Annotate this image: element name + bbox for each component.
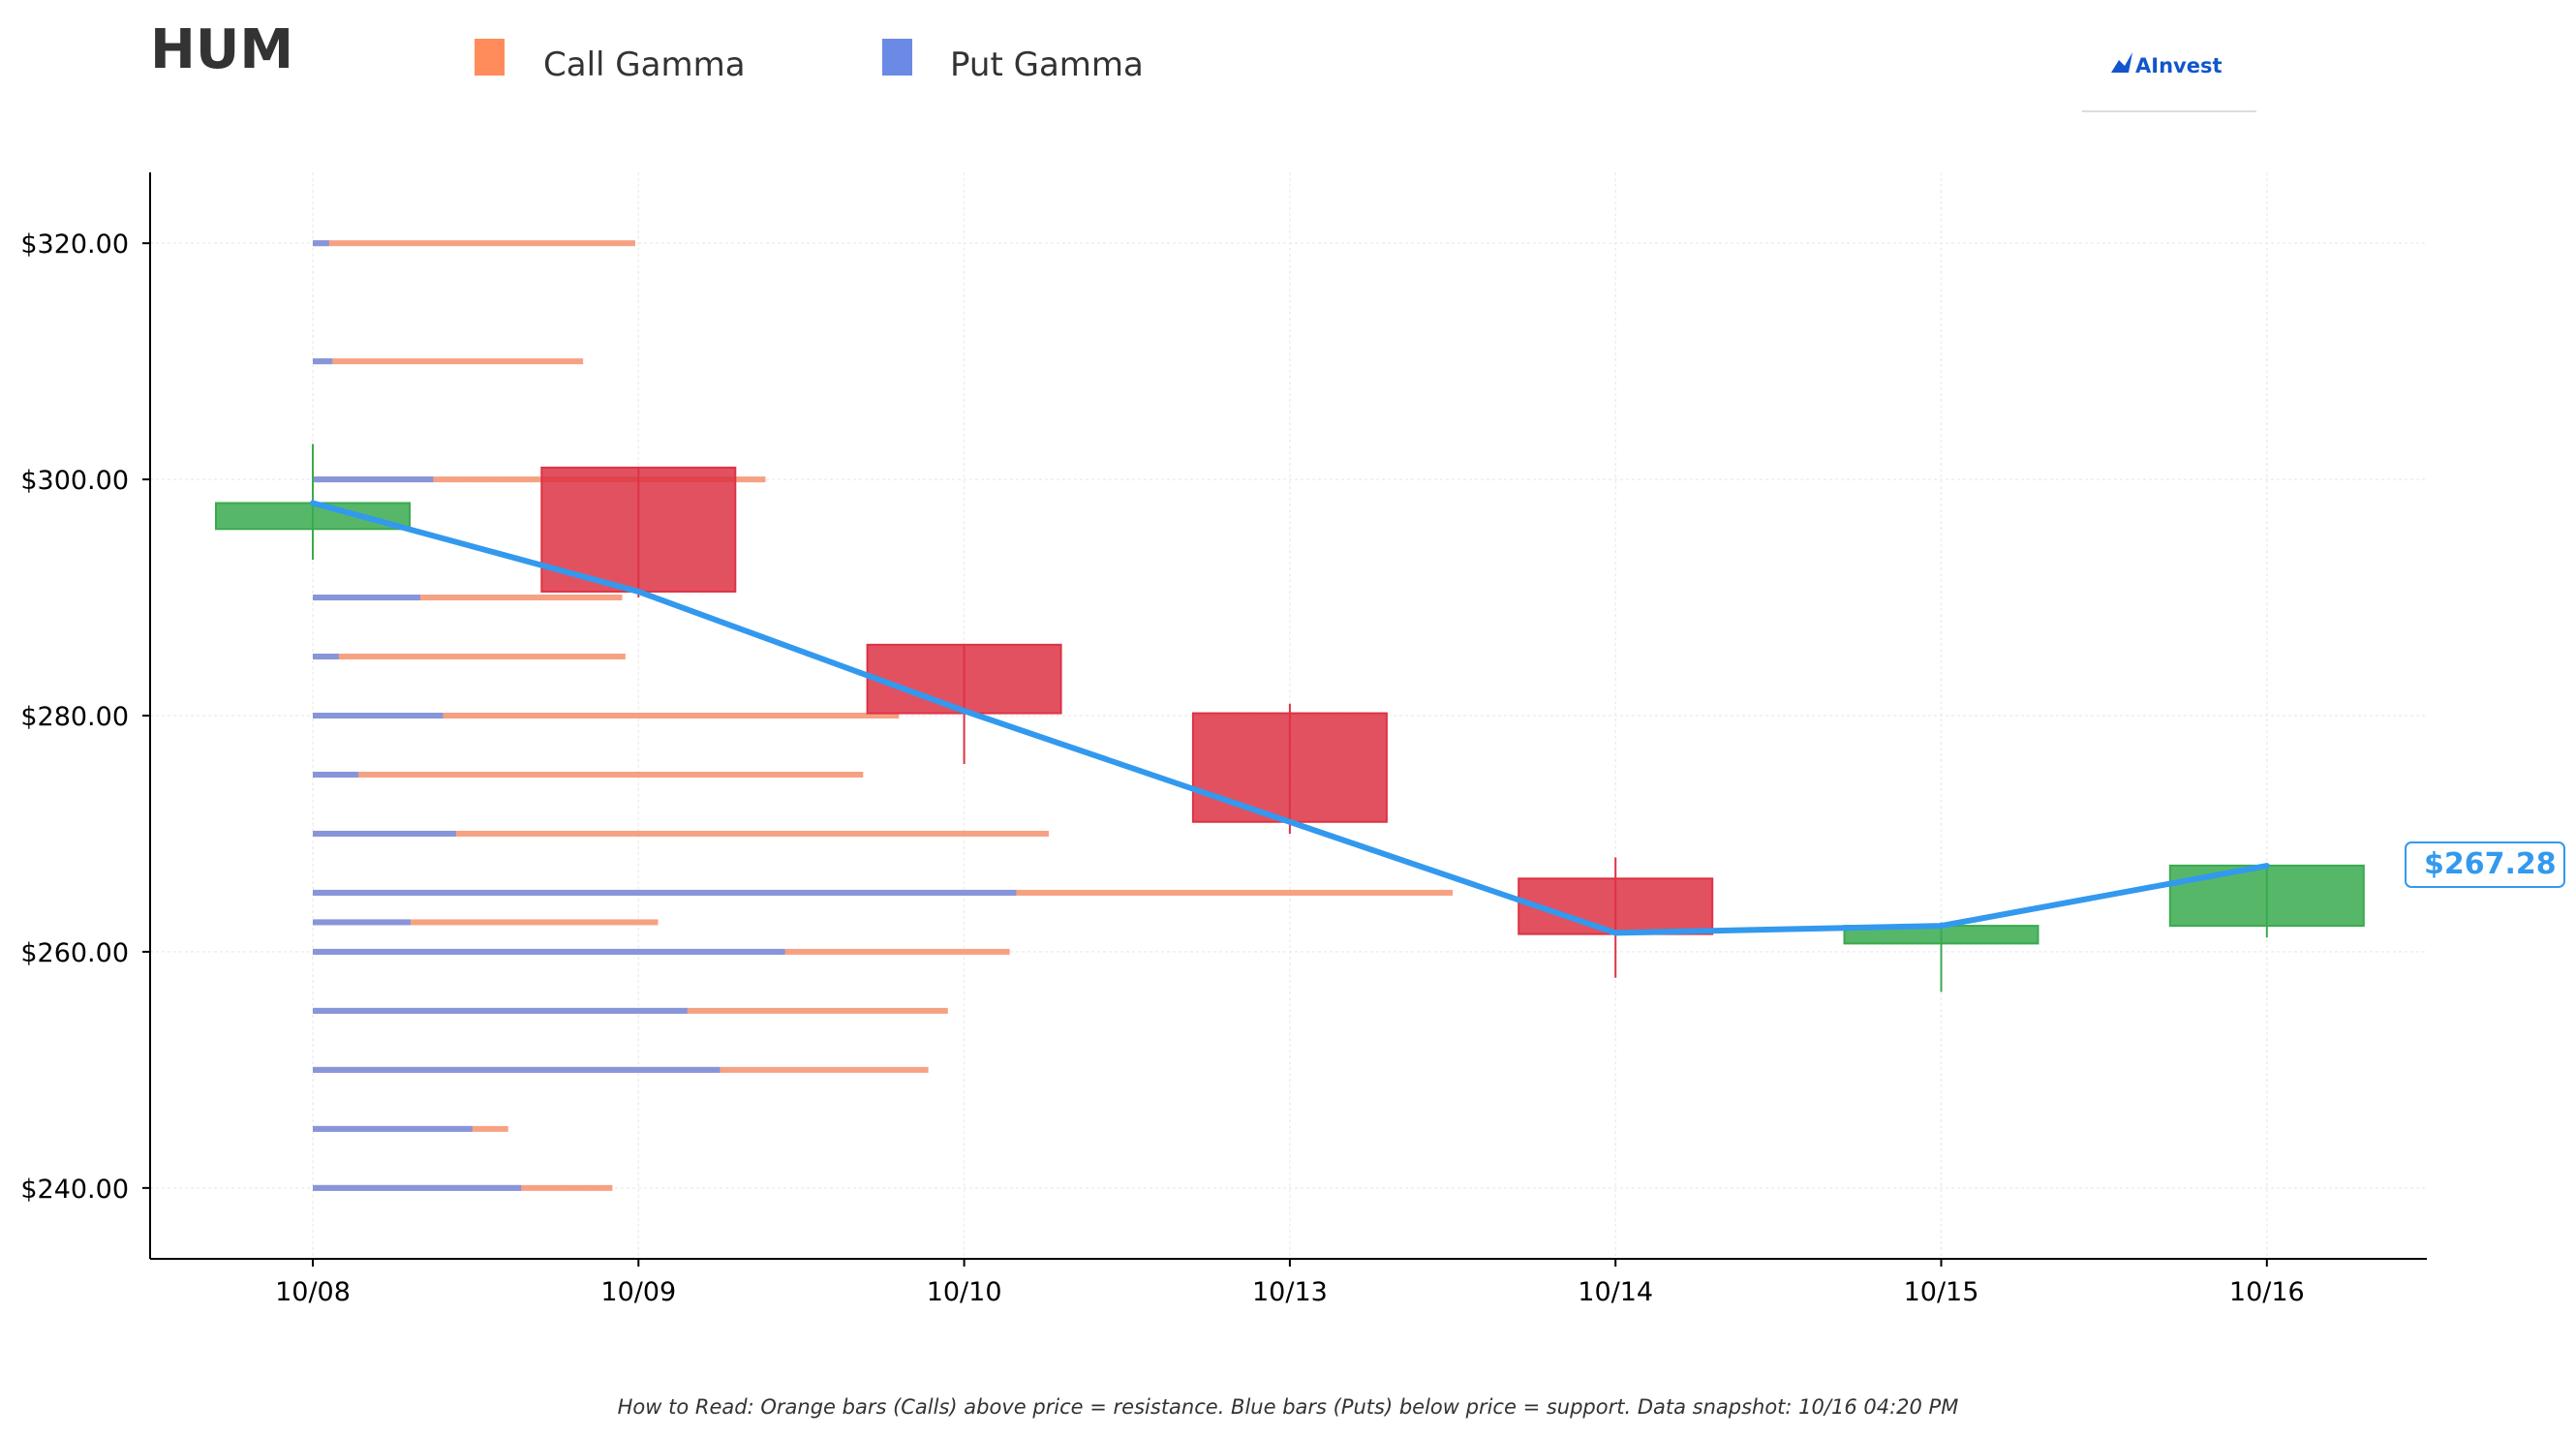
chart-title: HUM xyxy=(150,18,293,81)
put-gamma-bar xyxy=(313,713,444,718)
x-tick-label: 10/16 xyxy=(2229,1277,2305,1307)
put-gamma-bar xyxy=(313,889,1017,896)
candle-body xyxy=(215,502,411,531)
price-line-group xyxy=(310,500,2270,936)
put-gamma-bar xyxy=(313,919,411,926)
price-line xyxy=(310,500,2270,936)
x-tick-label: 10/15 xyxy=(1904,1277,1979,1307)
last-price-box xyxy=(2405,841,2565,888)
put-gamma-bar xyxy=(313,654,339,660)
y-tick-label: $280.00 xyxy=(20,702,129,732)
put-gamma-bar xyxy=(313,358,333,365)
logo-mark-icon xyxy=(2111,52,2132,73)
legend: Call Gamma Put Gamma xyxy=(475,39,1144,84)
legend-put-label: Put Gamma xyxy=(950,46,1144,84)
call-gamma-bar xyxy=(313,595,623,601)
candles xyxy=(215,443,2365,993)
logo-text: AInvest xyxy=(2135,54,2223,77)
put-gamma-bar xyxy=(313,1007,688,1014)
candle-body xyxy=(540,466,737,593)
x-tick-label: 10/13 xyxy=(1252,1277,1328,1307)
call-gamma-bar xyxy=(313,771,864,778)
call-gamma-bar xyxy=(313,919,659,926)
call-gamma-bar xyxy=(313,713,900,718)
put-gamma-bar xyxy=(313,1184,522,1191)
footnote: How to Read: Orange bars (Calls) above p… xyxy=(618,1395,1959,1419)
tick-labels: $240.00 $260.00 $280.00 $300.00 $320.00 10/08… xyxy=(20,229,2304,1307)
put-gamma-bar xyxy=(313,830,456,837)
y-tick-label: $300.00 xyxy=(20,466,129,496)
call-gamma-bar xyxy=(313,654,626,660)
gamma-bars xyxy=(313,240,1454,1191)
put-gamma-bar xyxy=(313,771,359,778)
candle-body xyxy=(1518,877,1714,935)
put-gamma-bar xyxy=(313,1066,721,1073)
y-tick-label: $260.00 xyxy=(20,938,129,968)
x-tick-label: 10/08 xyxy=(275,1277,351,1307)
call-gamma-bar xyxy=(313,358,584,365)
put-gamma-bar xyxy=(313,948,785,955)
candle-body xyxy=(1191,712,1388,823)
call-gamma-bar xyxy=(313,476,766,483)
put-gamma-bar xyxy=(313,595,420,601)
call-gamma-bar xyxy=(313,830,1050,837)
put-gamma-bar xyxy=(313,476,434,483)
last-price-label: $267.28 xyxy=(2424,847,2557,881)
ainvest-logo: AInvest xyxy=(2082,52,2256,112)
candle-body xyxy=(2168,864,2365,928)
put-gamma-bar xyxy=(313,240,329,247)
put-gamma-bar xyxy=(313,1125,473,1132)
x-tick-label: 10/14 xyxy=(1578,1277,1653,1307)
y-tick-label: $240.00 xyxy=(20,1175,129,1205)
legend-put-swatch xyxy=(882,39,912,76)
candle-body xyxy=(866,643,1062,715)
legend-call-swatch xyxy=(475,39,505,76)
legend-call-label: Call Gamma xyxy=(543,46,746,84)
x-tick-label: 10/10 xyxy=(927,1277,1002,1307)
call-gamma-bar xyxy=(313,240,635,247)
y-tick-label: $320.00 xyxy=(20,229,129,260)
last-price-badge: $267.28 xyxy=(2405,841,2565,888)
x-tick-label: 10/09 xyxy=(600,1277,676,1307)
